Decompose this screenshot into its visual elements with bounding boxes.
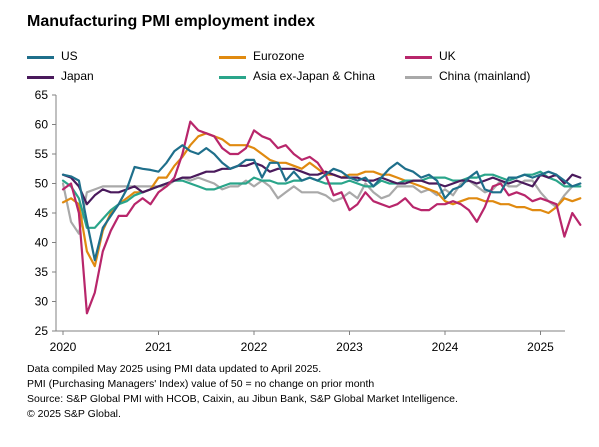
x-tick-label: 2025 [527, 340, 554, 354]
series-line-china-mainland [61, 176, 582, 235]
series-line-us [61, 144, 582, 262]
y-tick-label: 40 [35, 236, 49, 250]
x-tick-label: 2023 [336, 340, 363, 354]
x-tick-label: 2021 [145, 340, 172, 354]
footnote-line: PMI (Purchasing Managers' Index) value o… [27, 378, 375, 390]
legend-swatch-asia-ex-japan-china [219, 76, 246, 79]
y-tick-label: 45 [35, 206, 49, 220]
chart-title: Manufacturing PMI employment index [27, 13, 316, 30]
legend-swatch-china-mainland [405, 76, 432, 79]
x-tick-label: 2020 [50, 340, 77, 354]
y-tick-label: 65 [35, 88, 49, 102]
legend-label-asia-ex-japan-china: Asia ex-Japan & China [253, 69, 376, 83]
legend-swatch-japan [27, 76, 54, 79]
x-tick-label: 2024 [432, 340, 459, 354]
series-line-uk [61, 120, 582, 315]
y-tick-label: 35 [35, 265, 49, 279]
footnote-line: Source: S&P Global PMI with HCOB, Caixin… [27, 393, 458, 405]
series-line-japan [61, 161, 582, 206]
legend-label-uk: UK [439, 49, 456, 63]
legend-swatch-uk [405, 56, 432, 59]
y-tick-label: 30 [35, 295, 49, 309]
footnote-line: Data compiled May 2025 using PMI data up… [27, 363, 322, 375]
y-tick-label: 50 [35, 177, 49, 191]
legend-swatch-us [27, 56, 54, 59]
legend-label-japan: Japan [61, 69, 94, 83]
legend-label-us: US [61, 49, 78, 63]
x-tick-label: 2022 [241, 340, 268, 354]
legend: US Eurozone UK Japan Asia ex-Japan & Chi… [0, 0, 599, 90]
footnotes: Data compiled May 2025 using PMI data up… [27, 362, 458, 422]
legend-label-china-mainland: China (mainland) [439, 69, 531, 83]
y-tick-label: 60 [35, 118, 49, 132]
footnote-line: © 2025 S&P Global. [27, 408, 121, 420]
legend-swatch-eurozone [219, 56, 246, 59]
legend-label-eurozone: Eurozone [253, 49, 305, 63]
y-tick-label: 25 [35, 324, 49, 338]
y-tick-label: 55 [35, 147, 49, 161]
